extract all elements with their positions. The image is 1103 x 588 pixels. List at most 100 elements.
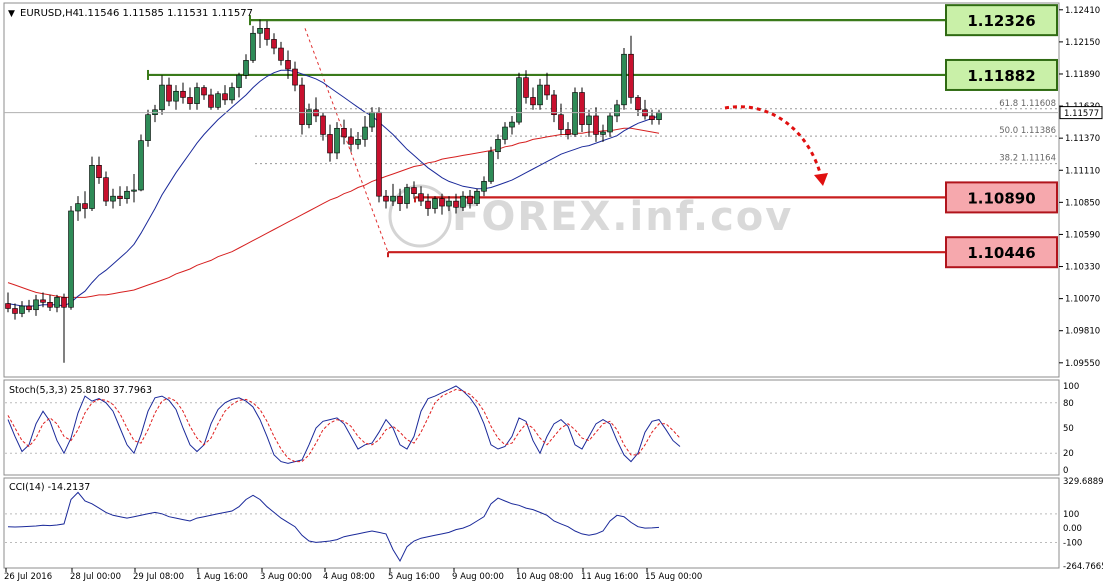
candle-body <box>166 84 172 102</box>
candle-body <box>40 299 46 303</box>
candle <box>201 85 207 100</box>
candle <box>404 183 410 209</box>
level-box-label: 1.10890 <box>967 189 1035 207</box>
candle-body <box>383 195 389 202</box>
stoch-tick-label: 100 <box>1063 382 1079 392</box>
candle <box>481 176 487 197</box>
candle <box>530 87 536 110</box>
candle <box>117 186 123 207</box>
candle-body <box>271 39 277 49</box>
candle-body <box>236 74 242 88</box>
time-tick-label: 28 Jul 00:00 <box>70 572 121 582</box>
candle <box>411 181 417 199</box>
candle <box>89 156 95 211</box>
candle <box>383 190 389 209</box>
candle-body <box>474 190 480 204</box>
moving-average-slow-line <box>7 127 660 298</box>
chart-ohlc-header: 1.11546 1.11585 1.11531 1.11577 <box>78 8 253 19</box>
candle <box>124 186 130 204</box>
candle-body <box>432 198 438 209</box>
stoch-k-line <box>7 385 681 464</box>
candle-body <box>250 32 256 61</box>
candle <box>390 183 396 207</box>
candle <box>26 299 32 313</box>
candle-body <box>306 109 312 125</box>
cci-tick-label: 100 <box>1063 510 1079 520</box>
candle-body <box>614 104 620 117</box>
time-tick-label: 26 Jul 2016 <box>4 572 52 582</box>
cci-label: CCI(14) -14.2137 <box>9 482 90 493</box>
candle <box>551 90 557 123</box>
time-tick-label: 3 Aug 00:00 <box>260 572 312 582</box>
candle <box>488 146 494 184</box>
candle-body <box>103 177 109 202</box>
candle-body <box>586 115 592 125</box>
stoch-label: Stoch(5,3,3) 25.8180 37.7963 <box>9 385 152 396</box>
candle-body <box>607 115 613 133</box>
cci-line <box>7 491 660 563</box>
candle-body <box>488 151 494 182</box>
candle <box>173 85 179 110</box>
stoch-tick-label: 50 <box>1063 424 1074 434</box>
candle <box>292 61 298 92</box>
candle <box>110 188 116 209</box>
level-box-bg <box>945 236 1058 269</box>
price-tick-label: 1.12410 <box>1065 6 1100 16</box>
time-tick-label: 1 Aug 16:00 <box>196 572 248 582</box>
candle-body <box>467 195 473 204</box>
candle-body <box>565 129 571 135</box>
time-tick-label: 29 Jul 08:00 <box>133 572 184 582</box>
candle-body <box>600 131 606 135</box>
candle-body <box>159 84 165 111</box>
candle <box>96 156 102 184</box>
candle-body <box>47 302 53 308</box>
candle <box>327 124 333 162</box>
candle-body <box>579 92 585 125</box>
level-box-resistance: 1.11882 <box>945 58 1058 91</box>
level-box-resistance: 1.12326 <box>945 4 1058 37</box>
candle-body <box>117 195 123 199</box>
candle <box>495 134 501 160</box>
candle <box>439 193 445 215</box>
candle <box>180 82 186 104</box>
price-tick-label: 1.10330 <box>1065 263 1100 273</box>
candle <box>194 82 200 110</box>
chart-symbol: EURUSD,H4 <box>20 8 79 19</box>
candle <box>257 19 263 49</box>
candle <box>306 103 312 129</box>
candle-body <box>376 111 382 197</box>
candle-body <box>75 203 81 212</box>
candle-body <box>131 189 137 192</box>
candle <box>12 303 18 320</box>
cci-tick-label: 0.00 <box>1063 524 1082 534</box>
candle-body <box>544 84 550 96</box>
candle-body <box>5 303 11 309</box>
candle-body <box>523 77 529 98</box>
time-tick-label: 4 Aug 08:00 <box>323 572 375 582</box>
candle-body <box>572 92 578 135</box>
level-box-label: 1.10446 <box>967 244 1035 262</box>
price-tick-label: 1.10850 <box>1065 198 1100 208</box>
candle-body <box>341 127 347 138</box>
candle-body <box>243 60 249 76</box>
candle <box>341 119 347 145</box>
level-box-support: 1.10890 <box>945 181 1058 214</box>
candle-body <box>495 139 501 153</box>
price-tick-label: 1.11110 <box>1065 166 1100 176</box>
candle-body <box>628 53 634 98</box>
candle <box>54 294 60 313</box>
candle <box>432 196 438 214</box>
level-box-support: 1.10446 <box>945 236 1058 269</box>
candle-body <box>201 87 207 96</box>
chart-menu-arrow-icon[interactable]: ▼ <box>8 9 15 19</box>
candle <box>579 87 585 132</box>
candle-body <box>411 187 417 195</box>
stoch-tick-label: 0 <box>1063 466 1068 476</box>
main-panel-frame <box>3 2 1060 378</box>
price-tick-label: 1.09550 <box>1065 359 1100 369</box>
stoch-tick-label: 20 <box>1063 449 1074 459</box>
candle-body <box>264 28 270 40</box>
candle-body <box>180 90 186 98</box>
candle <box>376 107 382 203</box>
